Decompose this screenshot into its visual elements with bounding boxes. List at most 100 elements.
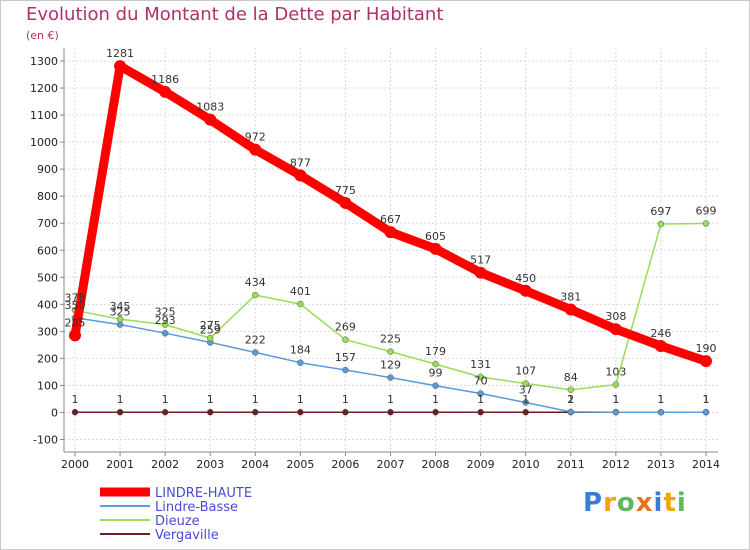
data-label-vergaville: 1 (117, 393, 124, 406)
legend-label-vergaville: Vergaville (155, 528, 219, 543)
proxiti-logo: Proxiti (583, 488, 687, 518)
data-label-lindre-basse: 350 (65, 299, 86, 312)
data-point-vergaville (116, 408, 124, 416)
data-point-vergaville (387, 408, 394, 416)
data-point-dieuze (702, 220, 710, 227)
y-tick-label: 200 (37, 352, 58, 365)
data-point-dieuze (657, 220, 665, 228)
data-label-dieuze: 697 (650, 205, 671, 218)
data-point-dieuze (297, 300, 304, 308)
data-label-layer: 1 1 1 1 1 1 1 1 1 1 1 1 1 1 13503252932592221841571299… (65, 47, 717, 406)
data-label-vergaville: 1 (162, 393, 169, 406)
data-label-lindre-haute: 1281 (106, 47, 134, 60)
data-point-dieuze (342, 336, 349, 343)
data-label-vergaville: 1 (612, 393, 619, 406)
data-point-vergaville (252, 408, 259, 416)
data-label-vergaville: 1 (657, 393, 664, 406)
data-label-lindre-haute: 517 (470, 254, 491, 267)
x-tick-label: 2000 (61, 458, 89, 471)
chart-title: Evolution du Montant de la Dette par Hab… (26, 4, 444, 25)
data-point-lindre-haute (519, 284, 532, 297)
data-point-lindre-haute (159, 85, 172, 98)
data-label-dieuze: 269 (335, 321, 356, 334)
y-tick-label: 700 (37, 217, 58, 230)
data-label-lindre-haute: 605 (425, 230, 446, 243)
data-label-lindre-haute: 1186 (151, 73, 179, 86)
plot-area (64, 48, 718, 452)
data-label-dieuze: 179 (425, 345, 446, 358)
data-label-lindre-basse: 129 (380, 359, 401, 372)
x-tick-label: 2009 (467, 458, 495, 471)
data-label-dieuze: 103 (605, 366, 626, 379)
data-label-dieuze: 434 (245, 276, 266, 289)
x-tick-label: 2014 (692, 458, 720, 471)
logo-letter: o (616, 488, 636, 518)
data-point-lindre-basse (116, 321, 124, 328)
data-point-lindre-basse (657, 408, 665, 416)
data-label-lindre-haute: 246 (650, 327, 671, 340)
x-tick-label: 2001 (106, 458, 134, 471)
series-layer (69, 60, 712, 416)
data-label-dieuze: 378 (65, 291, 86, 304)
data-point-lindre-haute (609, 323, 622, 336)
y-tick-label: 1100 (30, 109, 58, 122)
x-tick-label: 2002 (151, 458, 179, 471)
data-label-vergaville: 1 (252, 393, 259, 406)
y-tick-label: 1200 (30, 82, 58, 95)
data-point-dieuze (387, 348, 394, 355)
data-label-lindre-haute: 775 (335, 184, 356, 197)
data-label-lindre-basse: 1 (657, 393, 664, 406)
y-tick-label: 300 (37, 325, 58, 338)
x-tick-label: 2008 (422, 458, 450, 471)
x-tick-label: 2005 (286, 458, 314, 471)
y-tick-label: 0 (51, 406, 58, 419)
data-point-lindre-basse (297, 359, 304, 366)
y-tick-label: 600 (37, 244, 58, 257)
y-tick-label: -100 (33, 434, 58, 447)
data-label-dieuze: 131 (470, 358, 491, 371)
data-label-lindre-haute: 877 (290, 156, 311, 169)
data-label-lindre-basse: 325 (110, 306, 131, 319)
data-label-lindre-haute: 667 (380, 213, 401, 226)
y-tick-label: 400 (37, 298, 58, 311)
data-point-dieuze (477, 373, 484, 381)
data-point-lindre-basse (702, 408, 710, 416)
y-tick-label: 1000 (30, 136, 58, 149)
data-label-lindre-haute: 285 (65, 316, 86, 329)
data-point-dieuze (612, 381, 620, 388)
data-label-lindre-basse: 157 (335, 351, 356, 364)
axis-layer: -100 0 100 200 300 400 500 600 700 800 900 1000 1100… (30, 48, 720, 471)
data-label-lindre-haute: 308 (605, 310, 626, 323)
data-label-dieuze: 107 (515, 365, 536, 378)
data-point-lindre-basse (342, 366, 349, 374)
legend-label-lindre-haute: LINDRE-HAUTE (155, 486, 252, 501)
logo-letter: x (635, 488, 654, 518)
legend-label-lindre-basse: Lindre-Basse (155, 500, 238, 515)
data-label-dieuze: 401 (290, 285, 311, 298)
logo-letter: P (583, 488, 604, 518)
logo-letter: i (653, 488, 664, 518)
data-point-lindre-basse (567, 408, 575, 416)
data-label-dieuze: 84 (564, 371, 578, 384)
x-tick-label: 2013 (647, 458, 675, 471)
data-point-lindre-haute (249, 143, 262, 156)
data-point-lindre-basse (522, 399, 529, 406)
data-label-vergaville: 1 (297, 393, 304, 406)
data-point-dieuze (522, 380, 529, 387)
data-point-lindre-haute (654, 339, 667, 352)
y-tick-label: 800 (37, 190, 58, 203)
y-tick-label: 500 (37, 271, 58, 284)
legend-label-dieuze: Dieuze (155, 514, 200, 529)
y-tick-label: 100 (37, 379, 58, 392)
data-label-lindre-basse: 70 (474, 375, 488, 388)
data-point-lindre-basse (387, 374, 394, 381)
data-point-lindre-haute (69, 329, 81, 342)
data-point-lindre-haute (384, 226, 397, 239)
data-point-lindre-haute (339, 196, 352, 209)
data-point-vergaville (342, 408, 349, 416)
chart-unit-label: (en €) (26, 29, 59, 42)
grid-layer (64, 48, 718, 452)
data-label-dieuze: 699 (695, 204, 716, 217)
